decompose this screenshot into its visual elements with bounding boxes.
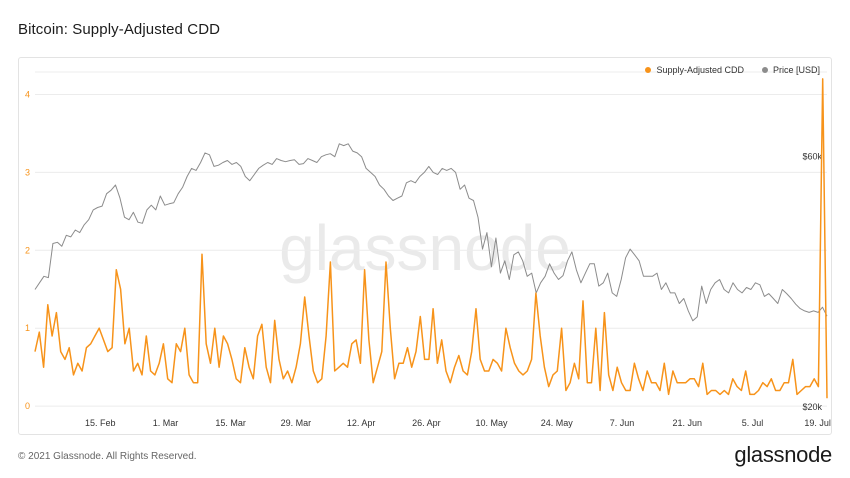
x-tick-8: 7. Jun	[610, 418, 635, 428]
y-axis-right: $20k $60k	[802, 152, 822, 412]
x-tick-6: 10. May	[476, 418, 509, 428]
y-left-tick-1: 1	[25, 323, 30, 333]
x-tick-9: 21. Jun	[672, 418, 702, 428]
legend-label-cdd: Supply-Adjusted CDD	[656, 65, 744, 75]
y-right-tick-1: $60k	[802, 152, 822, 162]
legend-label-price: Price [USD]	[772, 65, 820, 75]
chart-series	[34, 78, 828, 399]
cdd-line	[34, 78, 828, 399]
price-line	[34, 143, 828, 322]
cdd-series-dot-icon	[645, 67, 652, 73]
x-axis: 15. Feb 1. Mar 15. Mar 29. Mar 12. Apr 26. Ap…	[85, 418, 831, 428]
chart-gridlines	[35, 71, 827, 407]
x-tick-2: 15. Mar	[215, 418, 246, 428]
y-left-tick-3: 3	[25, 167, 30, 177]
x-tick-11: 19. Jul	[804, 418, 831, 428]
y-right-tick-0: $20k	[802, 402, 822, 412]
y-left-tick-2: 2	[25, 245, 30, 255]
y-left-tick-4: 4	[25, 89, 30, 99]
legend-item-price[interactable]: Price [USD]	[761, 65, 820, 75]
x-tick-7: 24. May	[541, 418, 574, 428]
x-tick-1: 1. Mar	[153, 418, 179, 428]
glassnode-watermark: glassnode	[279, 212, 571, 284]
x-tick-4: 12. Apr	[347, 418, 376, 428]
page-title: Bitcoin: Supply-Adjusted CDD	[18, 21, 221, 38]
price-series-dot-icon	[761, 67, 768, 73]
copyright-text: © 2021 Glassnode. All Rights Reserved.	[18, 451, 197, 462]
x-tick-10: 5. Jul	[742, 418, 764, 428]
x-tick-3: 29. Mar	[281, 418, 312, 428]
chart-frame	[18, 57, 832, 435]
glassnode-logo[interactable]: glassnode	[734, 442, 832, 467]
y-left-tick-0: 0	[25, 401, 30, 411]
y-axis-left: 0 1 2 3 4	[25, 89, 30, 411]
legend-item-cdd[interactable]: Supply-Adjusted CDD	[645, 65, 744, 75]
x-tick-5: 26. Apr	[412, 418, 441, 428]
x-tick-0: 15. Feb	[85, 418, 116, 428]
chart-legend: Supply-Adjusted CDD Price [USD]	[645, 65, 820, 75]
